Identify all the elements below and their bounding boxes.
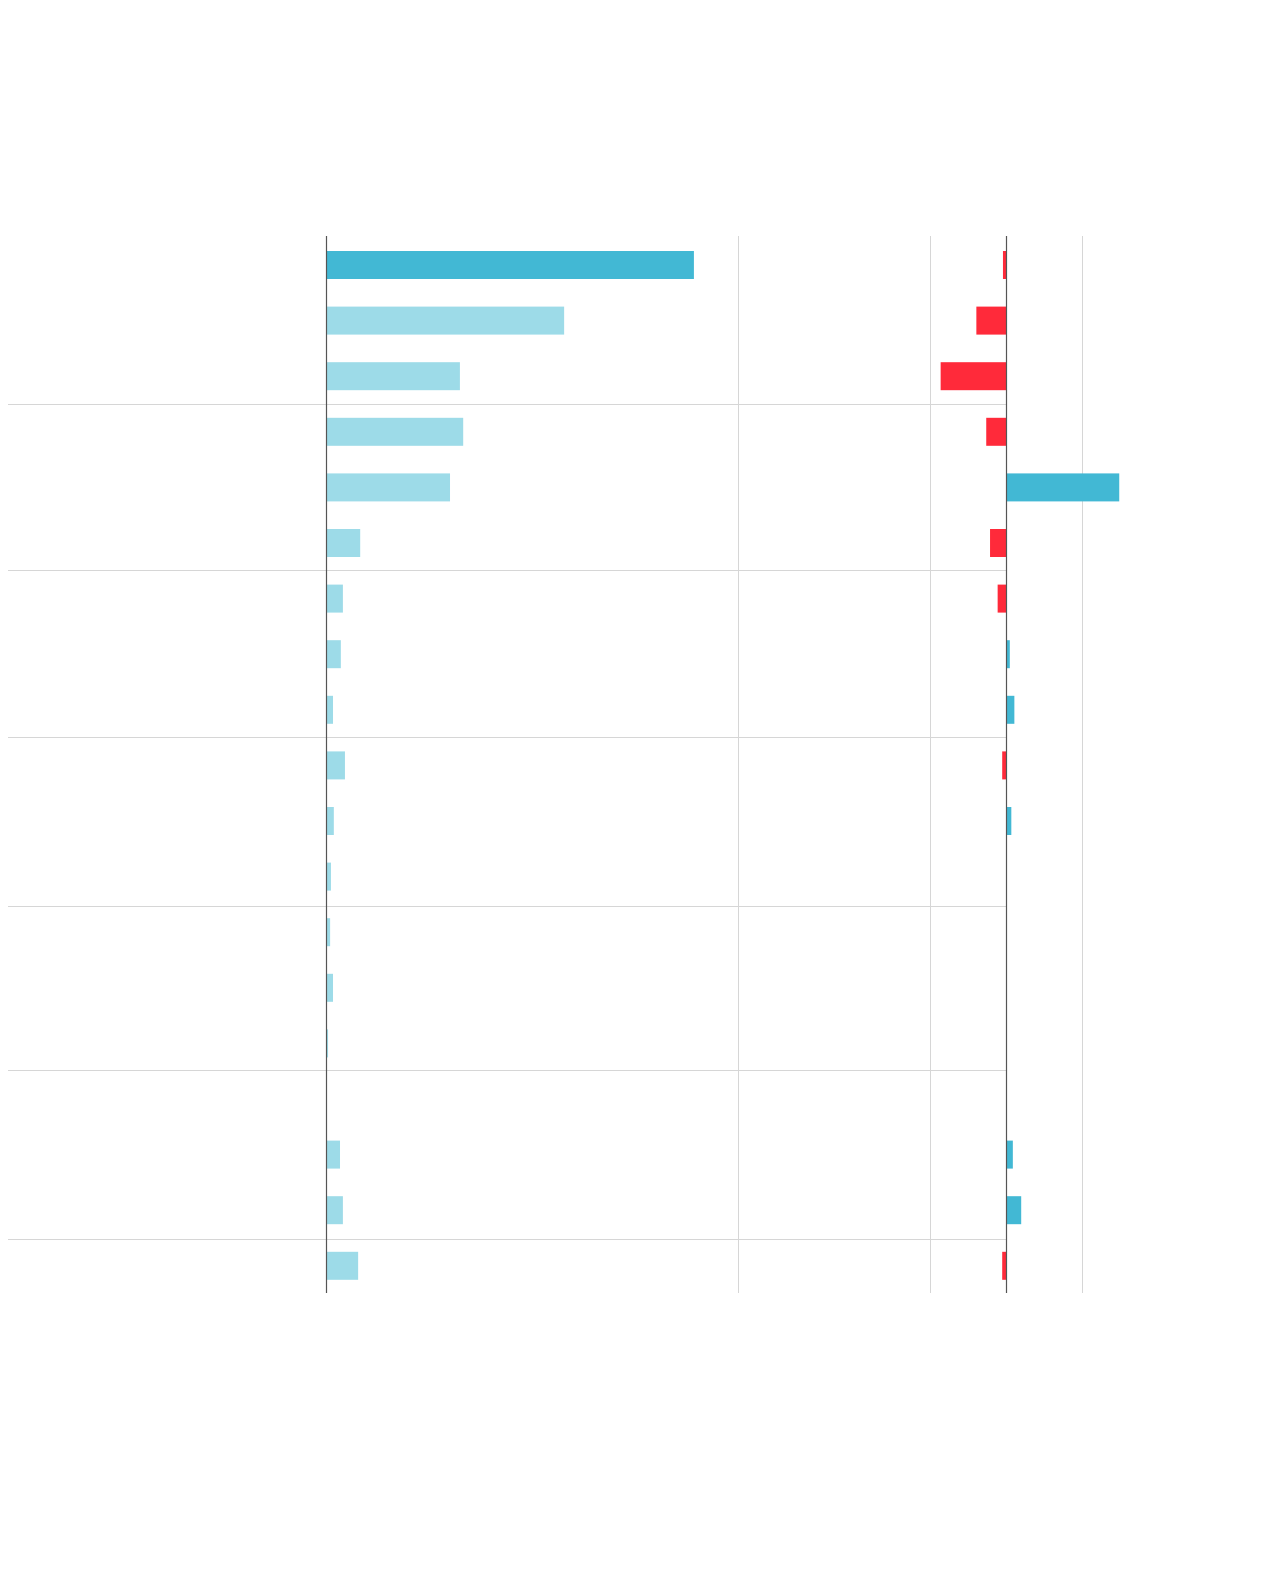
bar	[986, 417, 1006, 446]
bar	[1006, 695, 1015, 724]
bar	[326, 1196, 343, 1225]
bar	[326, 640, 341, 669]
bar	[326, 862, 331, 891]
bar	[940, 362, 1006, 391]
bar	[997, 584, 1006, 613]
bar	[326, 918, 331, 947]
bar	[1006, 1196, 1022, 1225]
bar	[976, 306, 1006, 335]
bar	[326, 973, 334, 1002]
bar	[1006, 473, 1120, 502]
bar	[1002, 751, 1006, 780]
bar	[326, 1140, 341, 1169]
bar	[1006, 807, 1012, 835]
bar	[326, 1251, 359, 1280]
bar	[326, 807, 334, 835]
bar	[326, 251, 694, 279]
group-separators	[8, 404, 1006, 1240]
bar	[326, 529, 361, 557]
bar	[990, 529, 1006, 557]
bar	[1006, 640, 1010, 669]
bar	[1002, 251, 1006, 279]
bar	[326, 362, 460, 391]
bar	[326, 417, 464, 446]
bar	[326, 306, 565, 335]
bar	[326, 751, 345, 780]
bar	[326, 695, 334, 724]
bar	[326, 473, 451, 502]
bar	[1006, 1140, 1013, 1169]
bar	[326, 584, 343, 613]
bar	[1002, 1251, 1006, 1280]
